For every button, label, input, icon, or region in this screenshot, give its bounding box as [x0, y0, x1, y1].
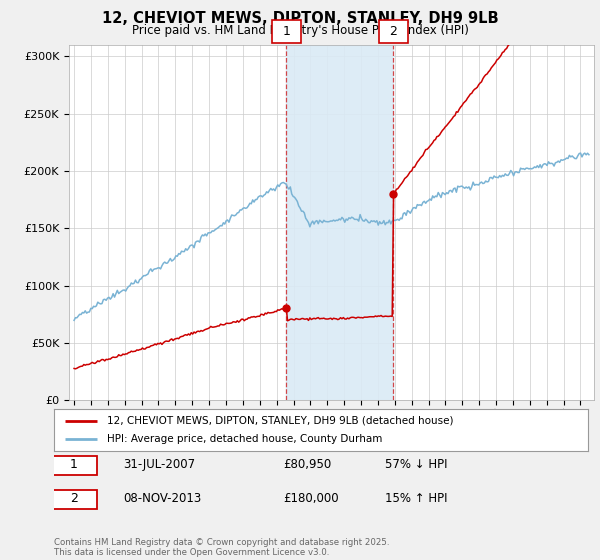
Text: 31-JUL-2007: 31-JUL-2007	[124, 459, 196, 472]
Text: 1: 1	[70, 459, 77, 472]
Text: 12, CHEVIOT MEWS, DIPTON, STANLEY, DH9 9LB (detached house): 12, CHEVIOT MEWS, DIPTON, STANLEY, DH9 9…	[107, 416, 454, 426]
Text: HPI: Average price, detached house, County Durham: HPI: Average price, detached house, Coun…	[107, 435, 383, 445]
Text: £80,950: £80,950	[284, 459, 332, 472]
Text: 12, CHEVIOT MEWS, DIPTON, STANLEY, DH9 9LB: 12, CHEVIOT MEWS, DIPTON, STANLEY, DH9 9…	[101, 11, 499, 26]
Text: Contains HM Land Registry data © Crown copyright and database right 2025.
This d: Contains HM Land Registry data © Crown c…	[54, 538, 389, 557]
FancyBboxPatch shape	[52, 489, 97, 508]
Text: 2: 2	[389, 25, 397, 38]
Text: 08-NOV-2013: 08-NOV-2013	[124, 492, 202, 505]
Text: 1: 1	[283, 25, 290, 38]
Text: 15% ↑ HPI: 15% ↑ HPI	[385, 492, 448, 505]
Text: 2: 2	[70, 492, 77, 505]
FancyBboxPatch shape	[52, 456, 97, 475]
Bar	[286, 45, 394, 400]
Text: £180,000: £180,000	[284, 492, 339, 505]
Text: Price paid vs. HM Land Registry's House Price Index (HPI): Price paid vs. HM Land Registry's House …	[131, 24, 469, 36]
Text: 57% ↓ HPI: 57% ↓ HPI	[385, 459, 448, 472]
